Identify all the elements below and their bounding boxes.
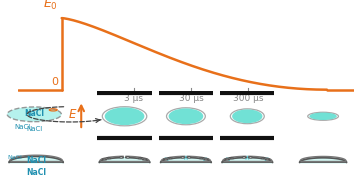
Polygon shape bbox=[300, 158, 347, 163]
Ellipse shape bbox=[260, 157, 265, 159]
Polygon shape bbox=[161, 158, 211, 163]
Ellipse shape bbox=[187, 156, 191, 158]
Ellipse shape bbox=[106, 157, 112, 159]
Ellipse shape bbox=[119, 156, 123, 158]
Ellipse shape bbox=[249, 156, 252, 158]
Text: NaCl: NaCl bbox=[26, 156, 46, 165]
Text: 30 μs: 30 μs bbox=[179, 94, 203, 103]
Circle shape bbox=[7, 107, 61, 122]
Ellipse shape bbox=[265, 159, 270, 160]
Ellipse shape bbox=[168, 157, 173, 159]
Text: E: E bbox=[69, 108, 76, 121]
Polygon shape bbox=[9, 156, 63, 163]
Text: NaCl: NaCl bbox=[26, 126, 43, 132]
Text: 3 μs: 3 μs bbox=[125, 94, 143, 103]
Text: NaCl: NaCl bbox=[24, 109, 44, 118]
Ellipse shape bbox=[126, 156, 130, 158]
Ellipse shape bbox=[181, 156, 184, 158]
Ellipse shape bbox=[242, 156, 246, 158]
Ellipse shape bbox=[309, 112, 337, 120]
Ellipse shape bbox=[225, 159, 230, 160]
Text: $E_0$: $E_0$ bbox=[43, 0, 58, 12]
Ellipse shape bbox=[232, 109, 262, 123]
Text: 0: 0 bbox=[51, 77, 58, 87]
Polygon shape bbox=[99, 158, 150, 163]
Ellipse shape bbox=[138, 157, 143, 159]
Ellipse shape bbox=[105, 107, 144, 125]
Ellipse shape bbox=[229, 157, 234, 159]
Text: NaCl: NaCl bbox=[7, 155, 22, 160]
Text: NaCl: NaCl bbox=[26, 168, 46, 177]
Ellipse shape bbox=[169, 108, 203, 124]
Ellipse shape bbox=[204, 159, 209, 160]
Ellipse shape bbox=[199, 157, 204, 159]
Polygon shape bbox=[222, 158, 273, 163]
Text: NaCl: NaCl bbox=[14, 124, 31, 130]
Text: 300 μs: 300 μs bbox=[233, 94, 263, 103]
Ellipse shape bbox=[142, 159, 147, 160]
Ellipse shape bbox=[102, 159, 107, 160]
Ellipse shape bbox=[163, 159, 168, 160]
